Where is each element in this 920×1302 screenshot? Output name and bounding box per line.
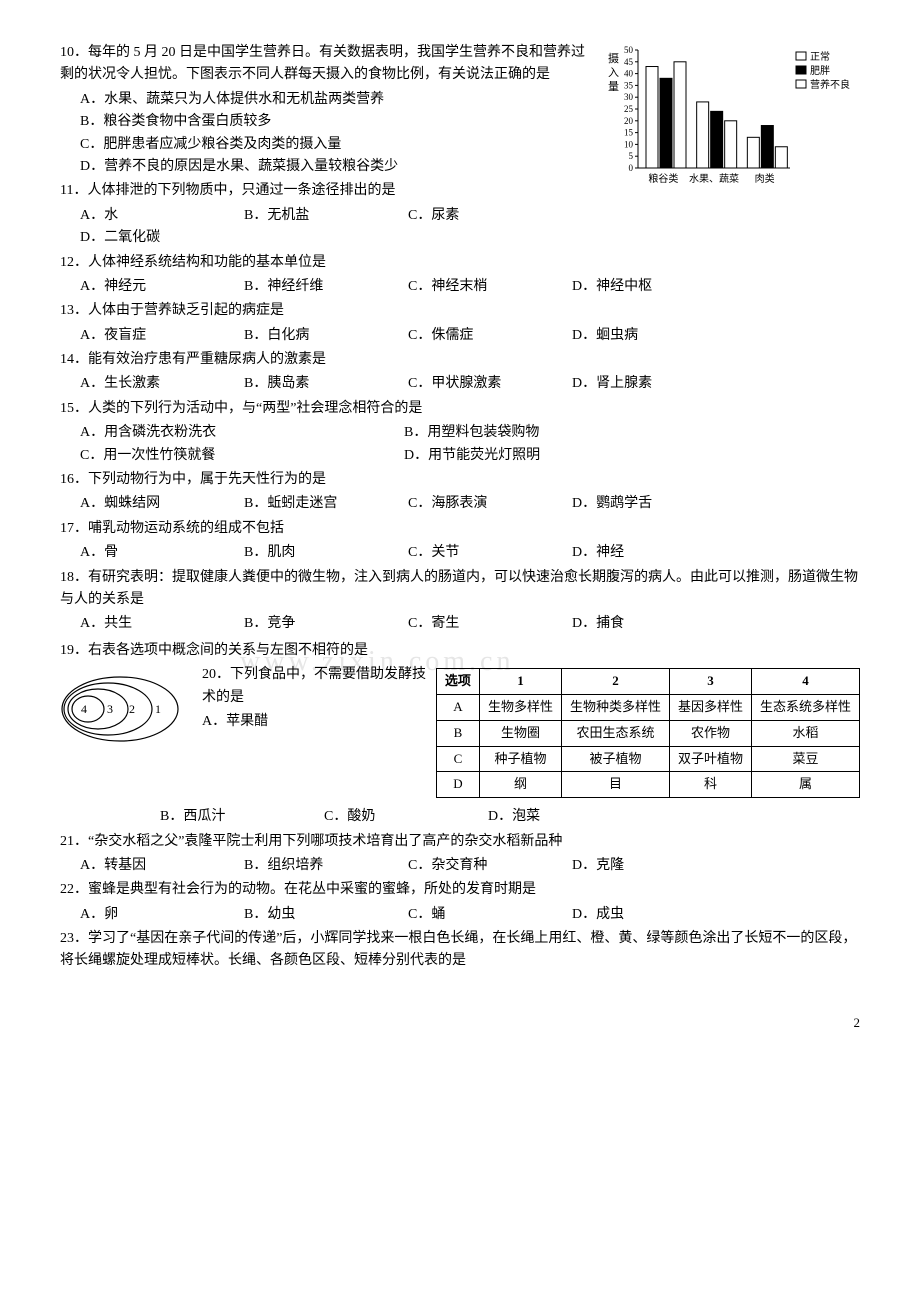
q15-opt-c: C．用一次性竹筷就餐 [80,445,400,467]
question-21: 21．“杂交水稻之父”袁隆平院士利用下列哪项技术培育出了高产的杂交水稻新品种 A… [60,831,860,878]
q13-stem: 13．人体由于营养缺乏引起的病症是 [60,300,860,322]
q17-stem: 17．哺乳动物运动系统的组成不包括 [60,518,860,540]
q14-opt-d: D．肾上腺素 [572,373,732,395]
svg-text:30: 30 [624,92,634,102]
q11-opt-b: B．无机盐 [244,205,404,227]
svg-text:营养不良: 营养不良 [810,78,850,91]
q22-opt-b: B．幼虫 [244,904,404,926]
question-13: 13．人体由于营养缺乏引起的病症是 A．夜盲症 B．白化病 C．侏儒症 D．蛔虫… [60,300,860,347]
q16-opt-c: C．海豚表演 [408,493,568,515]
q18-opt-b: B．竞争 [244,613,404,635]
svg-text:35: 35 [624,80,634,90]
q15-opt-a: A．用含磷洗衣粉洗衣 [80,422,400,444]
svg-text:2: 2 [129,702,135,716]
q21-opt-c: C．杂交育种 [408,855,568,877]
svg-text:20: 20 [624,116,634,126]
q20-opt-c: C．酸奶 [324,806,484,828]
q22-opt-c: C．蛹 [408,904,568,926]
svg-text:4: 4 [81,702,87,716]
q20-opt-d: D．泡菜 [488,806,648,828]
svg-text:水果、蔬菜: 水果、蔬菜 [689,173,739,185]
q12-opt-c: C．神经末梢 [408,276,568,298]
q15-opt-d: D．用节能荧光灯照明 [404,445,724,467]
svg-text:摄: 摄 [608,51,619,65]
q13-opt-a: A．夜盲症 [80,325,240,347]
q14-opt-a: A．生长激素 [80,373,240,395]
svg-text:25: 25 [624,104,634,114]
concept-ellipse-diagram: 4 3 2 1 [60,672,190,754]
svg-text:10: 10 [624,139,634,149]
question-16: 16．下列动物行为中，属于先天性行为的是 A．蜘蛛结网 B．蚯蚓走迷宫 C．海豚… [60,469,860,516]
q21-opt-d: D．克隆 [572,855,732,877]
q12-opt-d: D．神经中枢 [572,276,732,298]
question-10: 05101520253035404550摄入量粮谷类水果、蔬菜肉类正常肥胖营养不… [60,42,860,178]
q17-opt-c: C．关节 [408,542,568,564]
q16-opt-d: D．鹦鹉学舌 [572,493,732,515]
q18-opt-c: C．寄生 [408,613,568,635]
q22-opt-d: D．成虫 [572,904,732,926]
question-12: 12．人体神经系统结构和功能的基本单位是 A．神经元 B．神经纤维 C．神经末梢… [60,252,860,299]
svg-text:1: 1 [155,702,161,716]
q16-stem: 16．下列动物行为中，属于先天性行为的是 [60,469,860,491]
q12-opt-b: B．神经纤维 [244,276,404,298]
q14-opt-b: B．胰岛素 [244,373,404,395]
q15-stem: 15．人类的下列行为活动中，与“两型”社会理念相符合的是 [60,398,860,420]
q15-opt-b: B．用塑料包装袋购物 [404,422,724,444]
svg-text:3: 3 [107,702,113,716]
svg-text:正常: 正常 [810,50,830,63]
svg-text:5: 5 [629,151,634,161]
svg-text:量: 量 [608,80,619,93]
q14-opt-c: C．甲状腺激素 [408,373,568,395]
question-22: 22．蜜蜂是典型有社会行为的动物。在花丛中采蜜的蜜蜂，所处的发育时期是 A．卵 … [60,879,860,926]
q12-opt-a: A．神经元 [80,276,240,298]
q23-stem: 23．学习了“基因在亲子代间的传递”后，小辉同学找来一根白色长绳，在长绳上用红、… [60,928,860,973]
question-15: 15．人类的下列行为活动中，与“两型”社会理念相符合的是 A．用含磷洗衣粉洗衣 … [60,398,860,467]
q13-opt-b: B．白化病 [244,325,404,347]
svg-text:0: 0 [629,163,634,173]
svg-text:入: 入 [608,67,619,79]
q19-stem: 19．右表各选项中概念间的关系与左图不相符的是 [60,640,860,662]
q13-opt-d: D．蛔虫病 [572,325,732,347]
question-14: 14．能有效治疗患有严重糖尿病人的激素是 A．生长激素 B．胰岛素 C．甲状腺激… [60,349,860,396]
q21-opt-a: A．转基因 [80,855,240,877]
svg-text:40: 40 [624,69,634,79]
q11-opt-a: A．水 [80,205,240,227]
svg-text:15: 15 [624,128,634,138]
svg-text:肉类: 肉类 [755,172,775,185]
q18-stem: 18．有研究表明：提取健康人粪便中的微生物，注入到病人的肠道内，可以快速治愈长期… [60,567,860,612]
q18-opt-d: D．捕食 [572,613,732,635]
question-23: 23．学习了“基因在亲子代间的传递”后，小辉同学找来一根白色长绳，在长绳上用红、… [60,928,860,973]
q20-opt-b: B．西瓜汁 [160,806,320,828]
nutrition-bar-chart: 05101520253035404550摄入量粮谷类水果、蔬菜肉类正常肥胖营养不… [600,42,860,200]
q17-opt-b: B．肌肉 [244,542,404,564]
question-18: 18．有研究表明：提取健康人粪便中的微生物，注入到病人的肠道内，可以快速治愈长期… [60,567,860,636]
q13-opt-c: C．侏儒症 [408,325,568,347]
q21-stem: 21．“杂交水稻之父”袁隆平院士利用下列哪项技术培育出了高产的杂交水稻新品种 [60,831,860,853]
page-number: 2 [60,1013,860,1034]
question-19: 19．右表各选项中概念间的关系与左图不相符的是 选项1234A生物多样性生物种类… [60,638,860,829]
q17-opt-d: D．神经 [572,542,732,564]
q11-opt-d: D．二氧化碳 [80,227,240,249]
svg-text:肥胖: 肥胖 [810,65,830,77]
q21-opt-b: B．组织培养 [244,855,404,877]
q17-opt-a: A．骨 [80,542,240,564]
q11-opt-c: C．尿素 [408,205,568,227]
q16-opt-a: A．蜘蛛结网 [80,493,240,515]
q14-stem: 14．能有效治疗患有严重糖尿病人的激素是 [60,349,860,371]
question-17: 17．哺乳动物运动系统的组成不包括 A．骨 B．肌肉 C．关节 D．神经 [60,518,860,565]
svg-text:45: 45 [624,57,634,67]
concept-table: 选项1234A生物多样性生物种类多样性基因多样性生态系统多样性B生物圈农田生态系… [436,668,860,798]
q22-opt-a: A．卵 [80,904,240,926]
q12-stem: 12．人体神经系统结构和功能的基本单位是 [60,252,860,274]
q22-stem: 22．蜜蜂是典型有社会行为的动物。在花丛中采蜜的蜜蜂，所处的发育时期是 [60,879,860,901]
q16-opt-b: B．蚯蚓走迷宫 [244,493,404,515]
svg-text:50: 50 [624,45,634,55]
svg-text:粮谷类: 粮谷类 [648,172,678,185]
q18-opt-a: A．共生 [80,613,240,635]
